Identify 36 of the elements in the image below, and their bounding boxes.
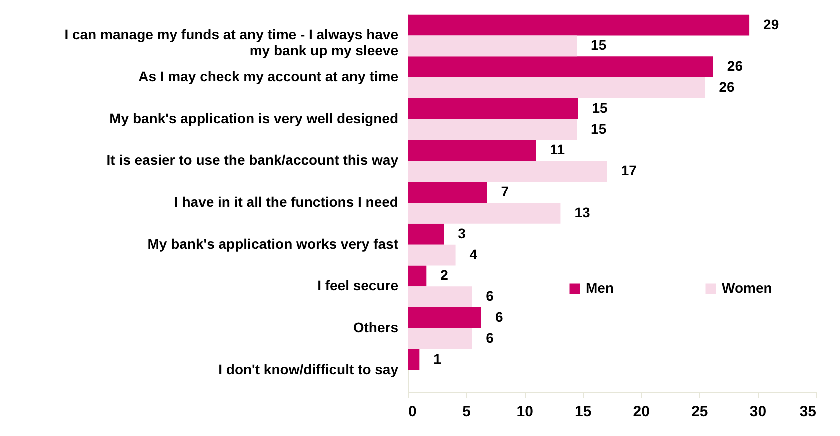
y-tick-label: I don't know/difficult to say xyxy=(218,361,399,378)
data-label: 15 xyxy=(592,100,608,116)
data-label: 2 xyxy=(440,267,449,284)
data-label: 7 xyxy=(501,184,510,200)
x-tick-label: 30 xyxy=(750,404,767,420)
data-label: 26 xyxy=(727,58,744,74)
y-tick-label: As I may check my account at any time xyxy=(138,68,399,85)
y-tick-label: My bank's application is very well designed xyxy=(110,110,398,126)
data-label: 13 xyxy=(574,204,590,220)
data-label: 6 xyxy=(495,308,504,325)
data-label: 3 xyxy=(458,225,466,242)
y-tick-label: Others xyxy=(353,319,399,336)
x-tick-label: 5 xyxy=(462,404,471,420)
data-label: 1 xyxy=(434,350,442,367)
x-tick-label: 0 xyxy=(408,404,417,420)
data-label: 6 xyxy=(486,330,494,346)
y-tick-label: I feel secure xyxy=(318,278,399,294)
data-label: 15 xyxy=(591,120,607,137)
data-label: 17 xyxy=(621,162,638,179)
x-tick-label: 25 xyxy=(692,404,708,420)
data-label: 26 xyxy=(719,79,736,96)
data-label: 6 xyxy=(486,288,494,304)
data-label: 15 xyxy=(591,37,607,54)
legend-label: Men xyxy=(586,280,614,296)
x-tick-label: 20 xyxy=(633,404,650,420)
y-tick-label: I have in it all the functions I need xyxy=(174,194,398,210)
legend-label: Women xyxy=(722,280,772,296)
y-tick-label: My bank's application works very fast xyxy=(148,236,399,252)
data-label: 29 xyxy=(764,16,780,32)
data-label: 11 xyxy=(550,142,566,158)
y-tick-label: It is easier to use the bank/account this way xyxy=(106,152,399,168)
y-tick-label: I can manage my funds at any time - I always have my bank up my sleeve xyxy=(64,26,399,59)
x-tick-label: 10 xyxy=(516,404,534,420)
data-label: 4 xyxy=(470,246,478,262)
x-tick-label: 35 xyxy=(800,404,816,420)
x-tick-label: 15 xyxy=(575,404,592,420)
